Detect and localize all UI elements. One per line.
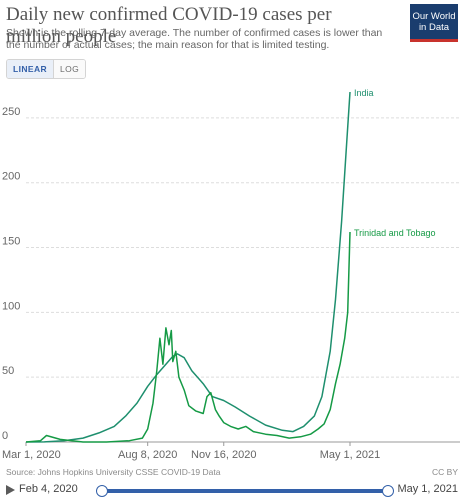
y-tick-label: 200 bbox=[2, 171, 20, 183]
series-line-0 bbox=[25, 91, 351, 443]
timeline-end-handle[interactable] bbox=[382, 485, 394, 497]
series-label-1: Trinidad and Tobago bbox=[354, 228, 436, 238]
series-lines bbox=[25, 91, 351, 443]
scale-toggle: LINEAR LOG bbox=[6, 59, 87, 79]
log-scale-button[interactable]: LOG bbox=[54, 60, 86, 78]
x-axis-ticks: Mar 1, 2020 Aug 8, 2020 Nov 16, 2020 May 1,… bbox=[2, 442, 380, 461]
chart-title: Daily new confirmed COVID-19 cases per m… bbox=[6, 4, 332, 47]
grid-lines bbox=[26, 117, 460, 443]
x-tick-label: Mar 1, 2020 bbox=[2, 449, 61, 461]
timeline: Feb 4, 2020 May 1, 2021 bbox=[0, 480, 464, 500]
timeline-track[interactable] bbox=[100, 489, 388, 493]
timeline-end-date: May 1, 2021 bbox=[397, 483, 458, 495]
y-axis-ticks: 0 50 100 150 200 250 bbox=[2, 106, 20, 442]
linear-scale-button[interactable]: LINEAR bbox=[7, 60, 55, 78]
y-tick-label: 250 bbox=[2, 106, 20, 118]
owid-logo[interactable]: Our World in Data bbox=[410, 4, 458, 42]
y-tick-label: 50 bbox=[2, 365, 14, 377]
x-tick-label: Nov 16, 2020 bbox=[191, 449, 256, 461]
y-tick-label: 100 bbox=[2, 300, 20, 312]
x-tick-label: Aug 8, 2020 bbox=[118, 449, 177, 461]
line-chart: 0 50 100 150 200 250 Mar 1, 2020 Aug 8, 2020 No… bbox=[2, 88, 460, 461]
y-tick-label: 0 bbox=[2, 430, 8, 442]
series-label-0: India bbox=[354, 88, 374, 98]
play-icon[interactable] bbox=[6, 485, 15, 495]
series-line-1 bbox=[25, 231, 351, 443]
y-tick-label: 150 bbox=[2, 236, 20, 248]
license-link[interactable]: CC BY bbox=[432, 467, 458, 477]
logo-line-2: in Data bbox=[418, 21, 450, 33]
logo-line-1: Our World bbox=[412, 10, 456, 22]
x-tick-label: May 1, 2021 bbox=[320, 449, 381, 461]
series-labels: India Trinidad and Tobago bbox=[354, 88, 436, 238]
chart-subtitle: Shown is the rolling 7-day average. The … bbox=[6, 27, 383, 51]
source-note: Source: Johns Hopkins University CSSE CO… bbox=[6, 467, 221, 477]
timeline-start-handle[interactable] bbox=[96, 485, 108, 497]
timeline-start-date: Feb 4, 2020 bbox=[19, 483, 78, 495]
